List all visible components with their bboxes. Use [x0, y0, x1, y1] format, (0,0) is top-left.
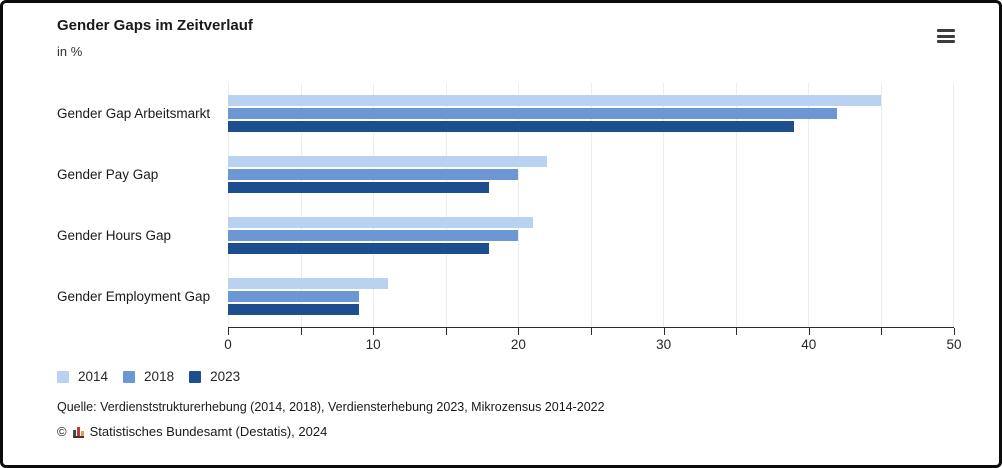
legend-label: 2018	[144, 369, 175, 384]
chart-subtitle: in %	[57, 44, 83, 59]
hamburger-icon	[937, 29, 955, 32]
chart-title: Gender Gaps im Zeitverlauf	[57, 17, 253, 34]
gridline	[300, 83, 302, 327]
category-label: Gender Gap Arbeitsmarkt	[57, 106, 211, 121]
bar-group	[228, 144, 953, 205]
axis-tick	[300, 328, 302, 335]
gridline	[880, 83, 882, 327]
gridline	[445, 83, 447, 327]
bar-2014[interactable]	[228, 278, 388, 289]
source-text: Quelle: Verdienststrukturerhebung (2014,…	[57, 400, 605, 414]
bar-2014[interactable]	[228, 156, 547, 167]
bar-2023[interactable]	[228, 182, 489, 193]
bar-group	[228, 83, 953, 144]
destatis-bars-icon	[72, 426, 84, 438]
legend: 2014 2018 2023	[57, 369, 240, 384]
legend-label: 2023	[210, 369, 241, 384]
axis-tick-label: 50	[946, 337, 962, 352]
axis-tick	[518, 328, 520, 335]
gridline	[735, 83, 737, 327]
bar-2018[interactable]	[228, 230, 518, 241]
axis-tick	[228, 328, 229, 335]
category-labels: Gender Gap Arbeitsmarkt Gender Pay Gap Gen…	[57, 83, 222, 327]
axis-tick-label: 20	[510, 337, 526, 352]
axis-tick	[881, 328, 883, 335]
axis-tick	[445, 328, 447, 335]
legend-swatch	[189, 370, 202, 383]
hamburger-icon	[937, 40, 955, 43]
bar-2018[interactable]	[228, 108, 837, 119]
legend-item-2018[interactable]: 2018	[123, 369, 174, 384]
category-label: Gender Employment Gap	[57, 289, 211, 304]
bar-2023[interactable]	[228, 304, 359, 315]
bar-2014[interactable]	[228, 217, 533, 228]
bar-2023[interactable]	[228, 121, 794, 132]
axis-tick	[373, 328, 375, 335]
axis-tick	[663, 328, 665, 335]
gridline	[590, 83, 592, 327]
legend-swatch	[123, 370, 136, 383]
gridline	[808, 83, 809, 327]
axis-tick-label: 40	[801, 337, 817, 352]
bar-group	[228, 205, 953, 266]
bar-group	[228, 266, 953, 327]
axis-tick	[808, 328, 810, 335]
legend-item-2023[interactable]: 2023	[189, 369, 240, 384]
x-axis: 0 10 20 30 40 50	[224, 327, 962, 352]
menu-button[interactable]	[937, 28, 955, 44]
legend-label: 2014	[78, 369, 109, 384]
axis-tick-label: 0	[224, 337, 232, 352]
bar-2023[interactable]	[228, 243, 489, 254]
axis-tick-label: 30	[656, 337, 672, 352]
gridline	[953, 83, 954, 327]
bar-rows	[228, 83, 953, 327]
axis-tick	[954, 328, 955, 335]
legend-item-2014[interactable]: 2014	[57, 369, 108, 384]
bar-2018[interactable]	[228, 169, 518, 180]
plot-area	[228, 83, 954, 327]
axis-tick-label: 10	[365, 337, 381, 352]
copyright-text: Statistisches Bundesamt (Destatis), 2024	[89, 424, 328, 439]
bar-2018[interactable]	[228, 291, 359, 302]
bar-2014[interactable]	[228, 95, 881, 106]
axis-tick	[736, 328, 738, 335]
gridline	[228, 83, 229, 327]
copyright-line: © Statistisches Bundesamt (Destatis), 20…	[57, 424, 327, 439]
axis-tick	[591, 328, 592, 335]
gridline	[663, 83, 664, 327]
copyright-symbol: ©	[57, 424, 67, 439]
gridline	[518, 83, 519, 327]
gridline	[373, 83, 374, 327]
hamburger-icon	[937, 34, 955, 38]
legend-swatch	[57, 370, 69, 383]
category-label: Gender Hours Gap	[57, 228, 172, 243]
category-label: Gender Pay Gap	[57, 167, 159, 182]
